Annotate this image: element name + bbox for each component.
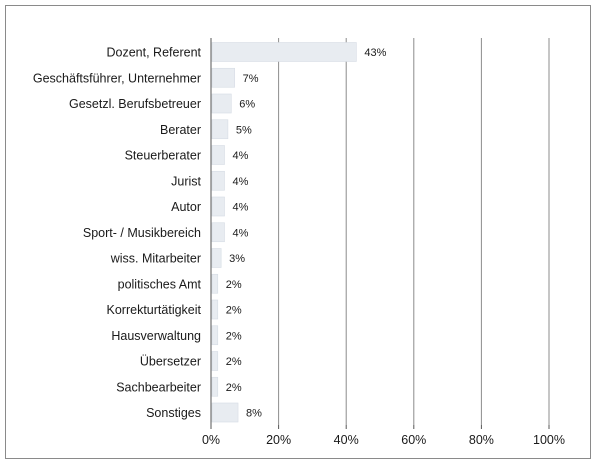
value-label-3: 5% (236, 124, 252, 136)
category-label-2: Gesetzl. Berufsbetreuer (69, 97, 201, 111)
x-tick-label-80: 80% (469, 433, 494, 447)
category-label-4: Steuerberater (125, 149, 201, 163)
x-tick-label-60: 60% (401, 433, 426, 447)
value-label-12: 2% (226, 356, 242, 368)
value-label-11: 2% (226, 330, 242, 342)
bar-14 (211, 402, 239, 423)
category-label-14: Sonstiges (146, 406, 201, 420)
value-label-4: 4% (233, 150, 249, 162)
bar-9 (211, 273, 219, 294)
value-label-1: 7% (243, 73, 259, 85)
category-label-7: Sport- / Musikbereich (83, 226, 201, 240)
value-label-5: 4% (233, 176, 249, 188)
bar-3 (211, 119, 229, 140)
bar-10 (211, 299, 219, 320)
value-label-6: 4% (233, 202, 249, 214)
value-label-2: 6% (239, 99, 255, 111)
x-tick-label-40: 40% (334, 433, 359, 447)
category-label-1: Geschäftsführer, Unternehmer (33, 71, 201, 85)
category-label-11: Hausverwaltung (111, 329, 201, 343)
bar-5 (211, 170, 225, 191)
x-tick-label-20: 20% (266, 433, 291, 447)
category-label-5: Jurist (171, 174, 201, 188)
value-label-14: 8% (246, 408, 262, 420)
category-label-12: Übersetzer (140, 355, 201, 369)
bar-11 (211, 325, 219, 346)
chart-frame: Dozent, Referent 43% Geschäftsführer, Unte… (5, 5, 591, 459)
value-label-9: 2% (226, 279, 242, 291)
bar-4 (211, 145, 225, 165)
value-label-10: 2% (226, 305, 242, 317)
category-label-3: Berater (160, 123, 201, 137)
value-label-7: 4% (233, 227, 249, 239)
bar-12 (211, 351, 219, 371)
bar-6 (211, 196, 225, 217)
category-label-0: Dozent, Referent (107, 46, 202, 60)
x-tick-label-100: 100% (533, 433, 565, 447)
category-label-8: wiss. Mitarbeiter (110, 252, 201, 266)
value-label-13: 2% (226, 382, 242, 394)
x-tick-label-0: 0% (202, 433, 220, 447)
bar-2 (211, 93, 232, 114)
bar-8 (211, 248, 222, 268)
category-label-9: politisches Amt (118, 277, 202, 291)
bar-1 (211, 67, 235, 88)
value-label-8: 3% (229, 253, 245, 265)
category-label-6: Autor (171, 200, 201, 214)
value-label-0: 43% (364, 47, 386, 59)
bar-13 (211, 376, 219, 397)
category-label-10: Korrekturtätigkeit (107, 303, 202, 317)
bar-7 (211, 222, 225, 243)
bar-0 (211, 42, 357, 62)
category-label-13: Sachbearbeiter (116, 380, 201, 394)
